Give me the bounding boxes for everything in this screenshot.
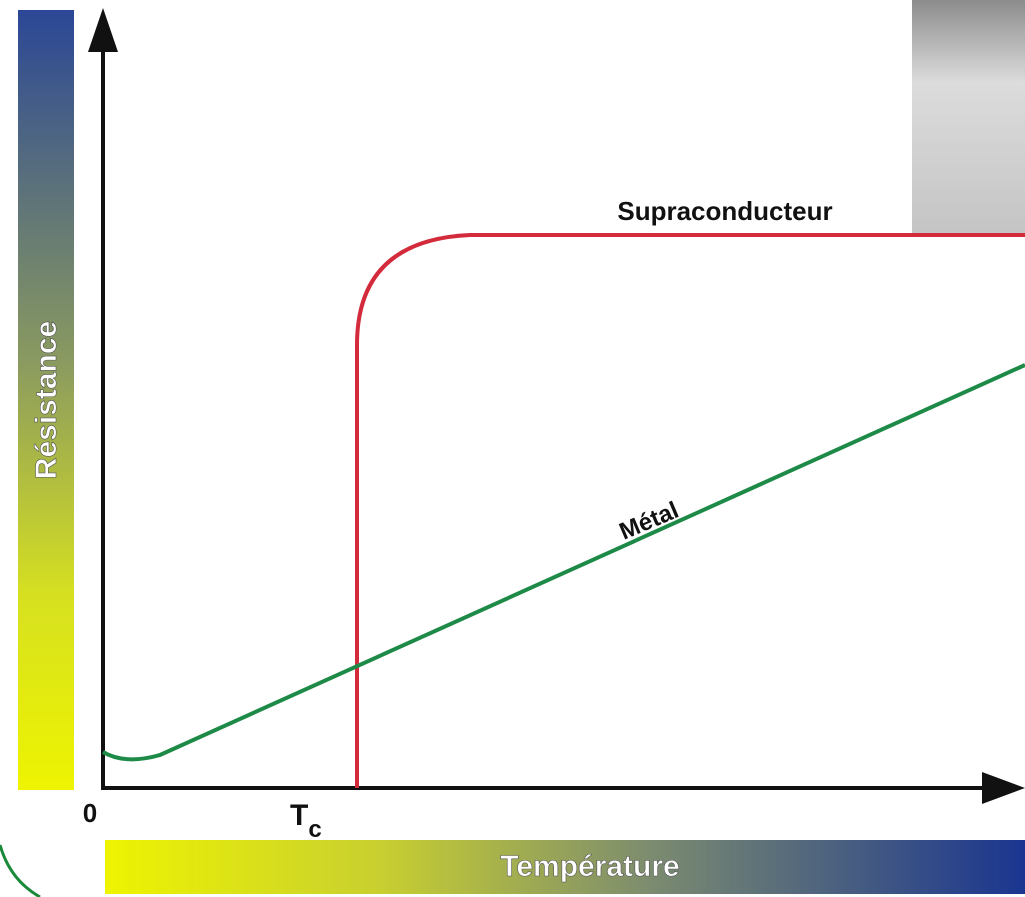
- photo: [912, 0, 1025, 236]
- y-axis-arrow: [88, 8, 118, 52]
- tc-label: Tc: [290, 799, 322, 843]
- origin-label: 0: [83, 798, 97, 828]
- tc-sub: c: [308, 816, 321, 843]
- metal-label: Métal: [616, 497, 683, 546]
- metal-curve: [103, 365, 1025, 759]
- tc-main: T: [290, 799, 308, 832]
- x-axis-arrow: [982, 772, 1025, 804]
- y-axis-label: Résistance: [30, 321, 63, 479]
- x-axis-label: Température: [500, 850, 680, 883]
- superconductor-label: Supraconducteur: [617, 196, 832, 226]
- diagram: Résistance Température 0 Tc Supraconduct…: [0, 0, 1025, 897]
- superconductor-curve: [357, 235, 1025, 788]
- decoration: [0, 845, 40, 897]
